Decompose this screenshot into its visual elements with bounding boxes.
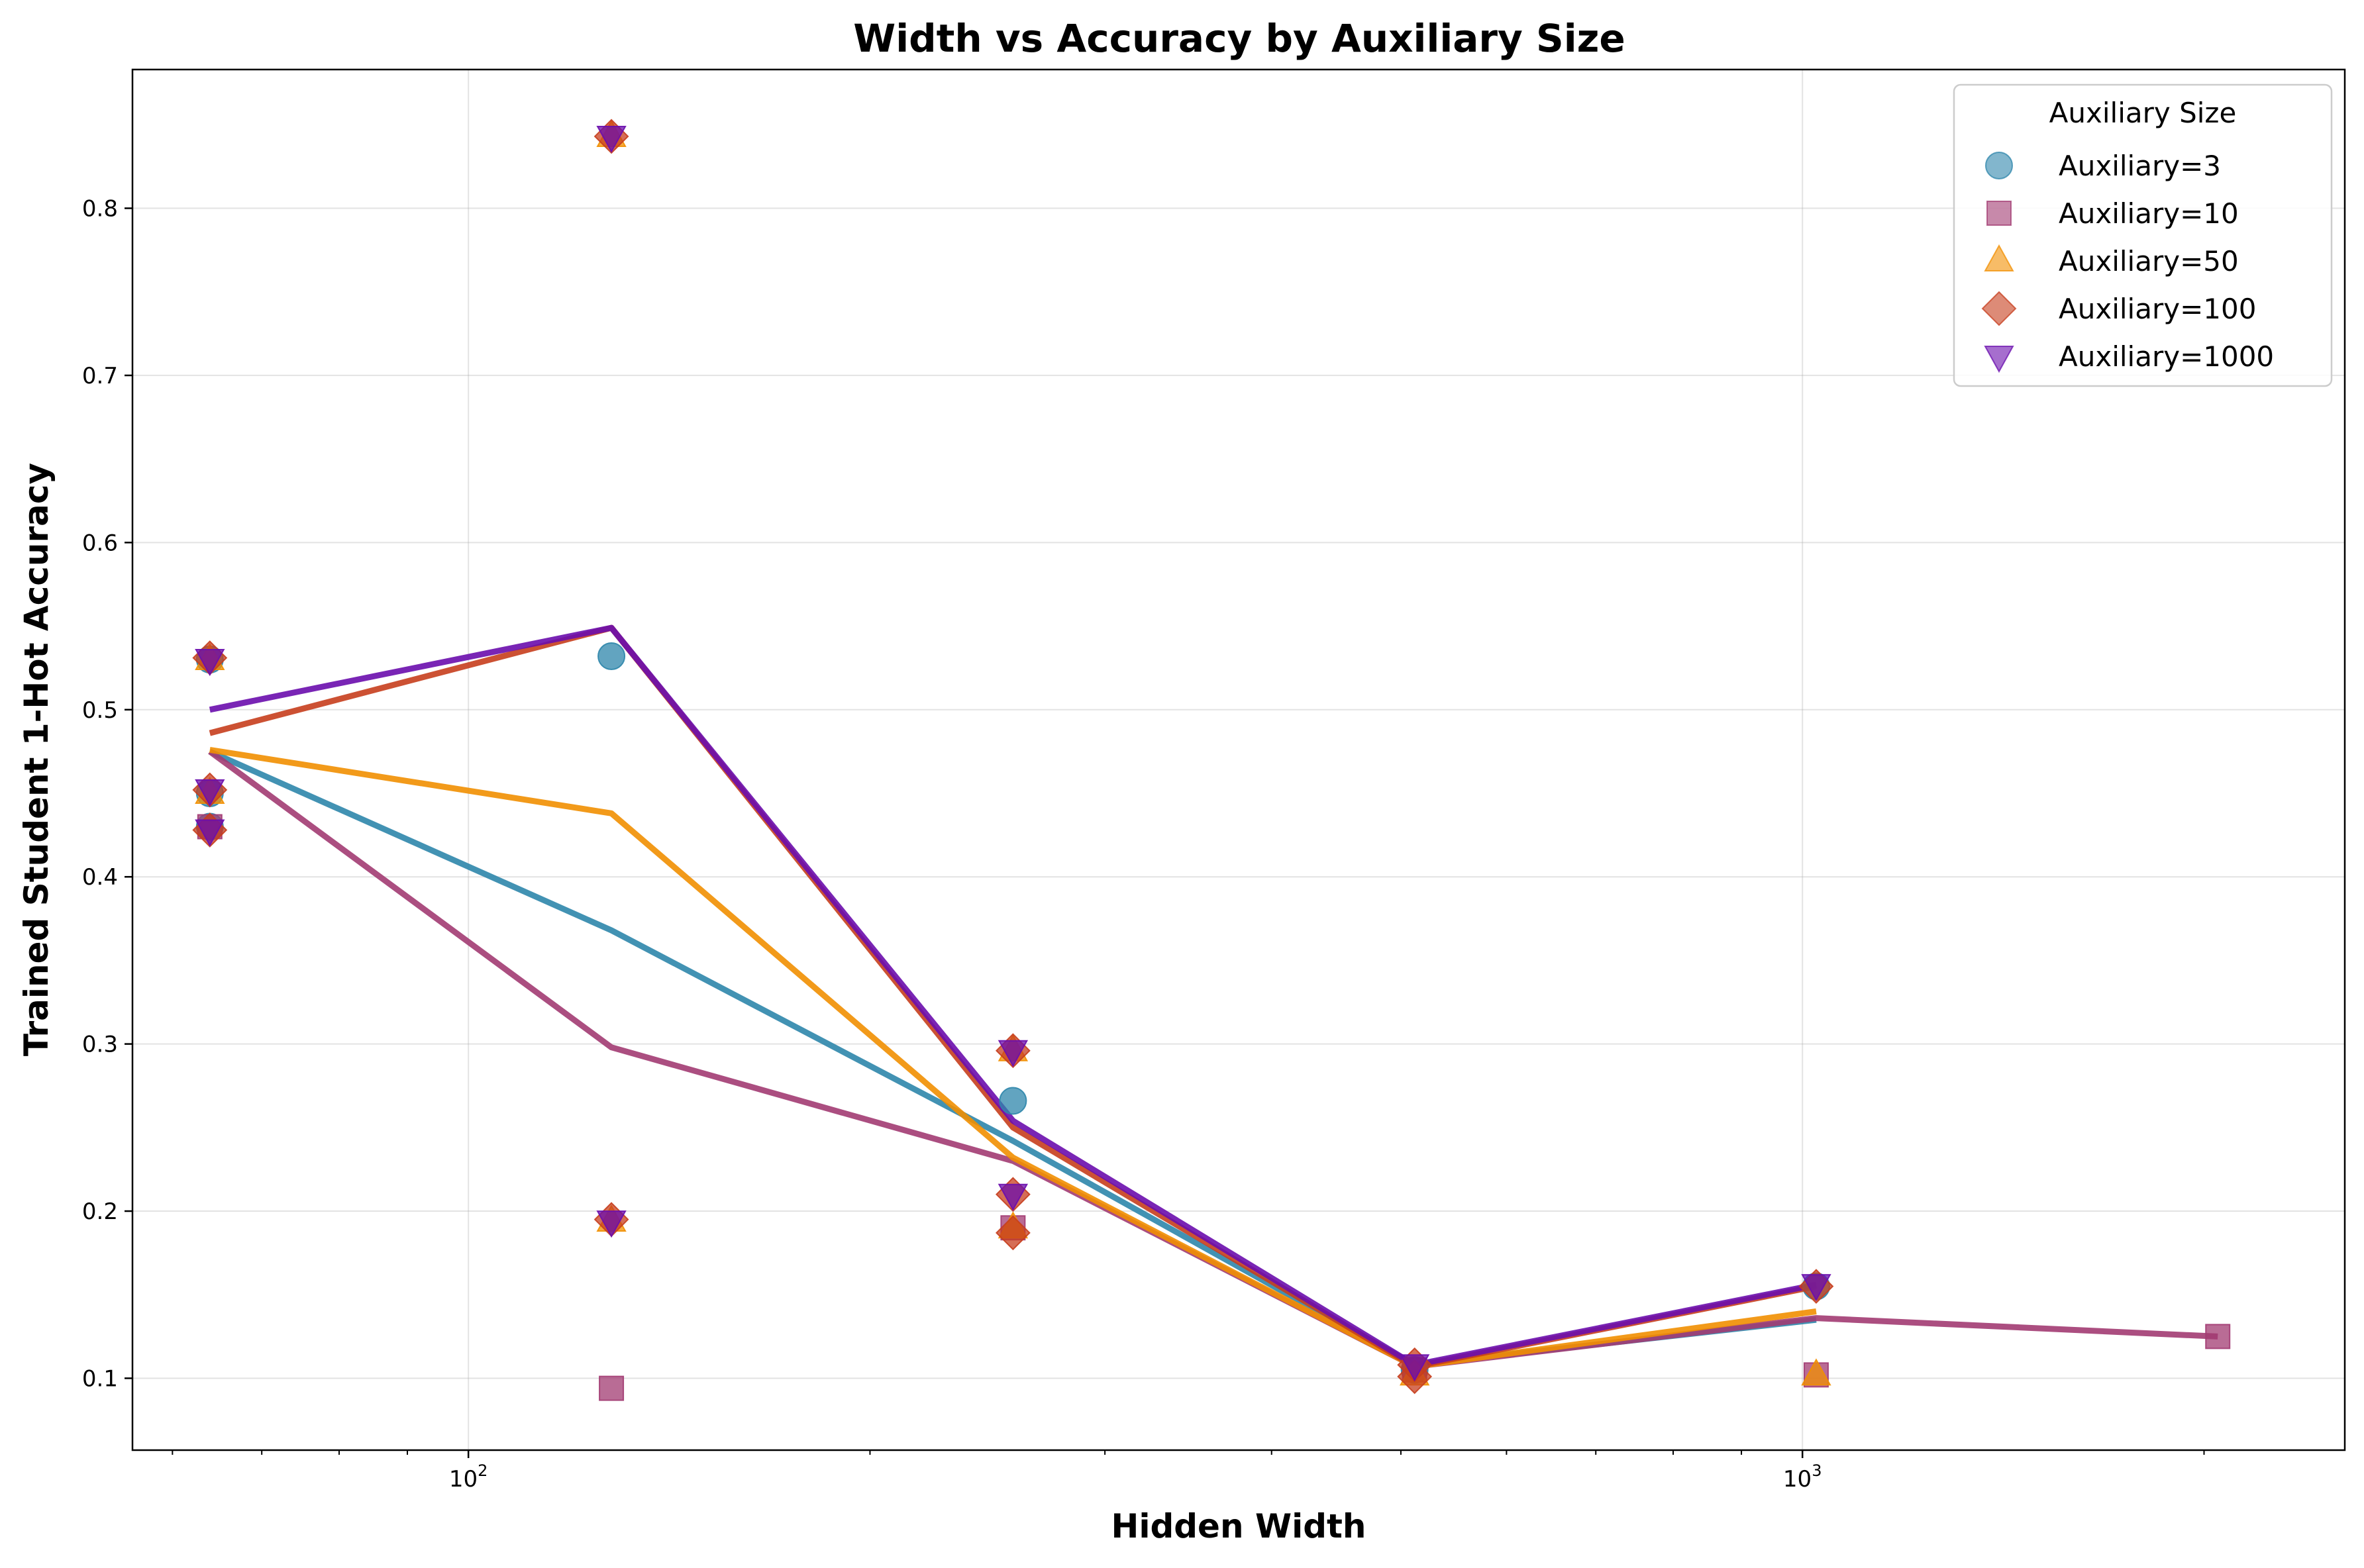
data-point-auxiliary-1000 — [195, 819, 225, 847]
plot-frame — [131, 68, 2346, 1451]
y-tick-label: 0.7 — [82, 363, 118, 389]
y-axis: 0.1 0.2 0.3 0.4 0.5 0.6 0.7 0.8 — [82, 196, 132, 1392]
legend-marker — [1981, 291, 2017, 326]
x-axis-title: Hidden Width — [1111, 1507, 1366, 1545]
legend-label: Auxiliary=1000 — [2059, 340, 2274, 373]
data-point-auxiliary-1000 — [195, 779, 225, 807]
x-tick-label: 102 — [449, 1461, 488, 1493]
legend-label: Auxiliary=3 — [2059, 150, 2221, 182]
legend-label: Auxiliary=10 — [2059, 197, 2239, 230]
data-point-auxiliary-50 — [1801, 1358, 1831, 1386]
data-point-auxiliary-10 — [599, 1375, 625, 1401]
legend-items: Auxiliary=3 Auxiliary=10 Auxiliary=50 Auxil… — [1981, 150, 2274, 373]
y-tick-label: 0.2 — [82, 1199, 118, 1225]
series-line-auxiliary-1000 — [209, 624, 1817, 1368]
data-point-auxiliary-1000 — [596, 125, 627, 154]
line-layer — [208, 624, 2218, 1370]
x-tick-label: 103 — [1783, 1461, 1822, 1493]
point-layer — [192, 119, 2231, 1401]
legend-marker — [1984, 244, 2014, 271]
y-axis-title: Trained Student 1-Hot Accuracy — [17, 463, 56, 1056]
data-point-auxiliary-1000 — [998, 1183, 1029, 1211]
legend-label: Auxiliary=50 — [2059, 245, 2239, 277]
data-point-auxiliary-3 — [597, 642, 626, 670]
x-axis: 102 103 — [449, 1450, 1822, 1493]
data-point-auxiliary-1000 — [998, 1040, 1029, 1067]
legend-label: Auxiliary=100 — [2059, 293, 2256, 325]
data-point-auxiliary-1000 — [596, 1210, 627, 1238]
series-line-auxiliary-50 — [209, 746, 1817, 1370]
y-tick-label: 0.5 — [82, 697, 118, 724]
data-point-auxiliary-1000 — [195, 649, 225, 677]
y-tick-label: 0.4 — [82, 864, 118, 891]
data-point-auxiliary-100 — [995, 1215, 1031, 1251]
legend-box — [1953, 83, 2333, 387]
y-tick-label: 0.1 — [82, 1365, 118, 1392]
data-point-auxiliary-1000 — [1801, 1274, 1831, 1302]
data-point-auxiliary-3 — [999, 1087, 1027, 1115]
legend: Auxiliary Size Auxiliary=3Auxiliary=10Au… — [1953, 83, 2333, 387]
legend-marker — [1985, 152, 2013, 179]
y-tick-label: 0.3 — [82, 1032, 118, 1058]
legend-marker — [1984, 346, 2014, 373]
data-point-auxiliary-1000 — [1399, 1354, 1430, 1382]
legend-marker — [1986, 201, 2012, 226]
legend-title: Auxiliary Size — [2049, 97, 2237, 129]
y-tick-label: 0.8 — [82, 196, 118, 222]
data-point-auxiliary-10 — [2205, 1324, 2231, 1349]
chart-title: Width vs Accuracy by Auxiliary Size — [853, 16, 1625, 61]
y-tick-label: 0.6 — [82, 530, 118, 556]
